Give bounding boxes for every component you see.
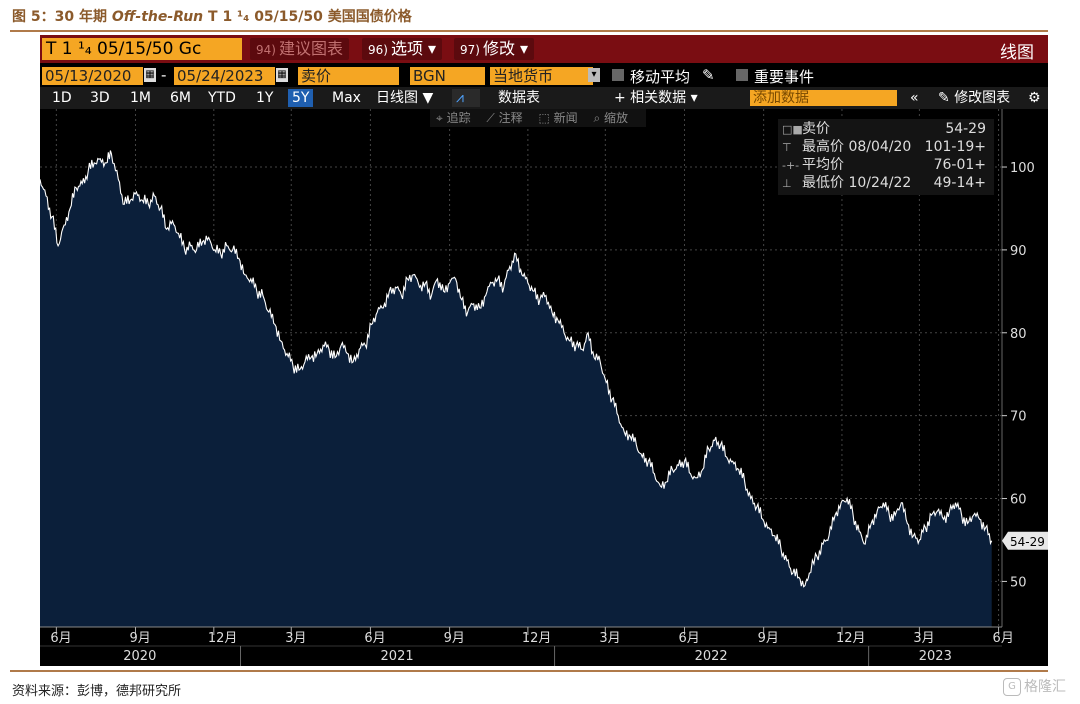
year-label: 2023 [919,649,952,664]
start-date-input[interactable]: 05/13/2020 [42,67,143,85]
x-tick-label: 12月 [208,631,238,646]
related-data-button[interactable]: + 相关数据 ▾ [614,90,698,106]
events-label: 重要事件 [754,68,815,86]
period-3d[interactable]: 3D [90,90,110,106]
x-tick-label: 3月 [913,631,934,646]
legend-row-price: □■卖价 54-29 [782,121,986,137]
source-note: 资料来源：彭博，德邦研究所 [12,684,182,699]
pencil-icon[interactable]: ✎ [702,66,715,84]
data-table-button[interactable]: 数据表 [498,90,540,106]
x-tick-label: 6月 [50,631,71,646]
year-label: 2021 [381,649,414,664]
collapse-icon[interactable]: « [910,90,919,106]
price-chart[interactable]: 50 60 70 80 90 100 54-29 6月 9月 12月 3月 6月 9月 12月 3月 6月 9月… [40,35,1048,666]
edit-chart-button[interactable]: ✎ 修改图表 [938,90,1011,106]
x-tick-label: 12月 [836,631,866,646]
bloomberg-terminal-panel: T 1 ¹₄ 05/15/50 Gc 94) 建议图表 96) 选项 ▾ 97) 修改… [40,35,1048,666]
currency-select[interactable]: 当地货币 [490,67,593,85]
calendar-icon[interactable]: ▦ [276,68,288,82]
x-tick-label: 9月 [758,631,779,646]
high-marker-icon: ⊤ [782,141,792,154]
y-tick-label: 50 [1010,575,1027,590]
line-chart-icon[interactable]: ⩘ [452,89,480,107]
period-1m[interactable]: 1M [130,90,151,106]
x-tick-label: 6月 [993,631,1014,646]
price-area [40,150,992,627]
x-tick-label: 6月 [364,631,385,646]
options-button[interactable]: 96) 选项 ▾ [362,38,443,60]
zoom-tool[interactable]: ⌕ 缩放 [593,111,628,125]
period-5y[interactable]: 5Y [288,89,314,107]
x-tick-label: 6月 [678,631,699,646]
chart-legend: □■卖价 54-29 ⊤ 最高价 08/04/20 101-19+ -+- 平均价 76-… [778,119,994,195]
security-input[interactable]: T 1 ¹₄ 05/15/50 Gc [42,38,242,60]
end-date-input[interactable]: 05/24/2023 [174,67,275,85]
add-data-input[interactable]: 添加数据 [750,90,897,106]
edit-button[interactable]: 97) 修改 ▾ [454,38,535,60]
watermark-logo-icon: G [1003,678,1021,696]
legend-row-avg: -+- 平均价 76-01+ [782,157,986,173]
dropdown-arrow-icon[interactable]: ▾ [588,68,600,82]
chart-type-select[interactable]: 日线图 ▼ [376,90,434,106]
period-1y[interactable]: 1Y [256,90,274,106]
low-marker-icon: ⊥ [782,177,792,190]
period-ytd[interactable]: YTD [208,90,236,106]
period-1d[interactable]: 1D [52,90,72,106]
moving-average-label: 移动平均 [630,68,691,86]
annotate-tool[interactable]: ⟋ 注释 [486,111,523,125]
price-line [40,150,993,588]
trace-tool[interactable]: ⌖ 追踪 [436,111,471,125]
last-value-badge [1002,531,1048,550]
x-tick-label: 12月 [522,631,552,646]
period-toolbar: 1D 3D 1M 6M YTD 1Y 5Y Max 日线图 ▼ ⩘ 数据表 + … [40,87,1048,109]
x-tick-label: 3月 [285,631,306,646]
watermark: G 格隆汇 [1003,676,1066,696]
source-input[interactable]: BGN [410,67,485,85]
year-label: 2022 [695,649,728,664]
y-tick-label: 90 [1010,244,1027,259]
chart-mini-toolbar: ⌖ 追踪 ⟋ 注释 ⬚ 新闻 ⌕ 缩放 [430,109,646,127]
y-tick-label: 60 [1010,493,1027,508]
news-tool[interactable]: ⬚ 新闻 [538,111,578,125]
view-label: 线图 [1000,43,1034,63]
y-tick-label: 80 [1010,327,1027,342]
year-label: 2020 [123,649,156,664]
bottom-rule [10,670,1048,672]
y-tick-label: 70 [1010,410,1027,425]
moving-average-checkbox[interactable] [612,69,624,81]
date-range-row: 05/13/2020 ▦ - 05/24/2023 ▦ 卖价 BGN 当地货币 … [40,63,1048,87]
terminal-header: T 1 ¹₄ 05/15/50 Gc 94) 建议图表 96) 选项 ▾ 97) 修改… [40,35,1048,63]
events-checkbox[interactable] [736,69,748,81]
x-tick-label: 3月 [599,631,620,646]
avg-marker-icon: -+- [782,159,800,172]
figure-title: 图 5：30 年期 Off-the-Run T 1 ¹₄ 05/15/50 美国… [12,9,412,25]
top-rule [10,30,1048,32]
gear-icon[interactable]: ⚙ [1028,90,1041,106]
period-6m[interactable]: 6M [170,90,191,106]
x-tick-label: 9月 [130,631,151,646]
y-tick-label: 100 [1010,161,1035,176]
calendar-icon[interactable]: ▦ [144,68,156,82]
legend-row-low: ⊥ 最低价 10/24/22 49-14+ [782,175,986,191]
field-input[interactable]: 卖价 [298,67,399,85]
legend-marker-icon: □■ [782,123,803,136]
last-value-label: 54-29 [1010,535,1045,549]
suggest-chart-button[interactable]: 94) 建议图表 [250,38,349,60]
period-max[interactable]: Max [332,90,361,106]
date-separator: - [161,66,167,84]
legend-row-high: ⊤ 最高价 08/04/20 101-19+ [782,139,986,155]
x-tick-label: 9月 [444,631,465,646]
